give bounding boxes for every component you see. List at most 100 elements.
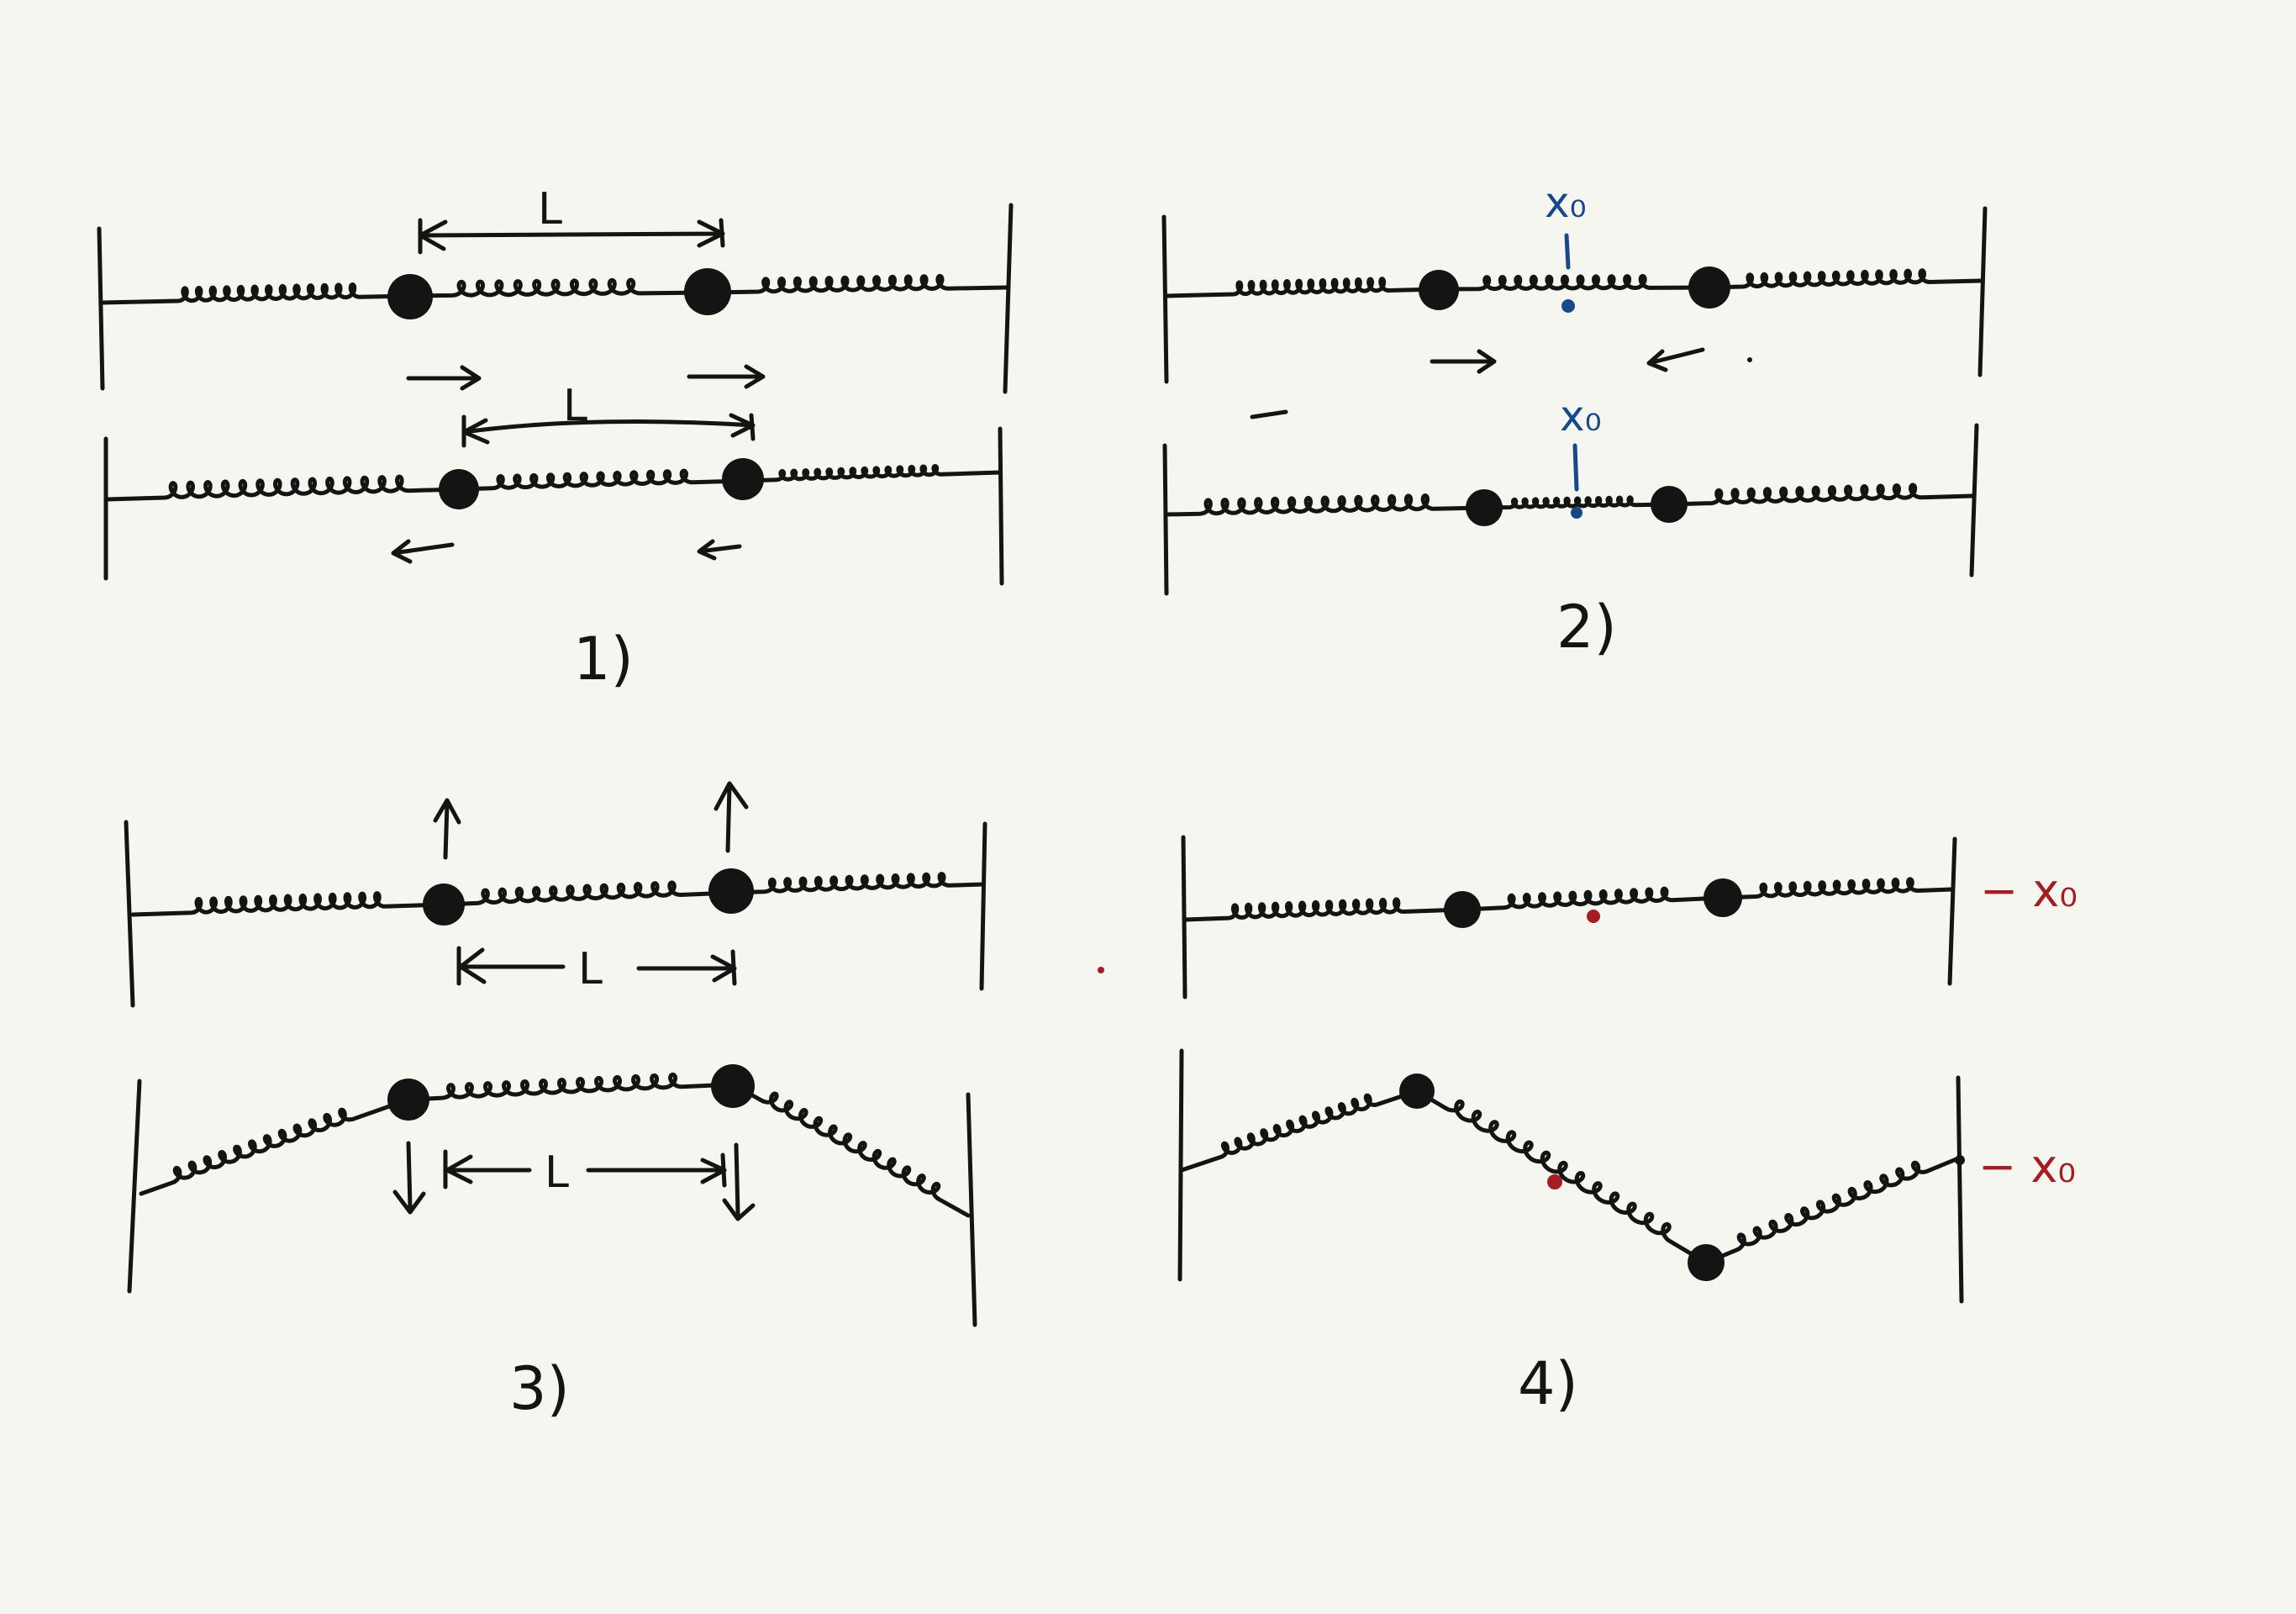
equilibrium-point (1571, 507, 1582, 519)
spring-middle (1482, 495, 1672, 510)
spring-left (1164, 277, 1441, 298)
wall-label: − x₀ (1980, 864, 2077, 917)
panel-3-bottom-row: L (127, 1064, 977, 1327)
mass-1 (1444, 891, 1481, 928)
mass-1 (387, 1079, 429, 1121)
right-wall (979, 821, 987, 991)
length-label: L (538, 184, 562, 235)
panel-1-top-row: L (97, 184, 1014, 394)
wall-attachment (1955, 1155, 1965, 1165)
spring-right (1704, 1156, 1961, 1265)
spring-middle (441, 880, 734, 907)
dimension-arrow-L (418, 218, 725, 255)
equilibrium-point (1561, 299, 1575, 313)
mass-2 (711, 1064, 755, 1108)
mass-2 (1704, 878, 1742, 917)
mass-2 (708, 868, 754, 914)
right-wall (966, 1092, 977, 1327)
equilibrium-marker (1564, 233, 1571, 270)
panel-3-top-row: L (124, 781, 987, 1008)
mass-2 (1651, 486, 1688, 523)
spring-middle (456, 468, 745, 492)
arrow-down-icon (392, 1141, 426, 1215)
spring-right (740, 464, 1003, 483)
panel-4-top-row: − x₀ (1098, 835, 2077, 1000)
panel-number: 4) (1518, 1349, 1578, 1418)
mass-2 (1688, 1244, 1725, 1281)
point-label: x₀ (1545, 178, 1587, 227)
spring-left (1164, 493, 1487, 517)
spring-left (1179, 1089, 1419, 1173)
spring-middle (408, 277, 710, 298)
wall-label: − x₀ (1978, 1140, 2076, 1193)
stray-dot (1747, 357, 1752, 362)
right-wall (1977, 206, 1988, 377)
length-label: L (578, 944, 603, 994)
arrow-right-icon (406, 365, 482, 391)
spring-middle (1460, 886, 1725, 912)
spring-middle (406, 1072, 735, 1102)
spring-left (130, 891, 446, 917)
marked-point (1587, 910, 1600, 923)
mass-1 (1419, 270, 1459, 310)
left-wall (127, 1079, 142, 1294)
left-wall (1181, 835, 1187, 1000)
arrow-left-icon (697, 539, 742, 561)
left-wall (124, 820, 135, 1008)
left-wall (1161, 214, 1169, 384)
mass-1 (439, 469, 479, 509)
mass-1 (423, 883, 465, 926)
right-wall (1003, 203, 1014, 394)
mass-1 (387, 274, 433, 319)
length-label: L (545, 1147, 569, 1198)
left-wall (1162, 443, 1169, 596)
right-wall (1969, 423, 1979, 578)
dimension-arrow-L (443, 1149, 727, 1189)
spring-right (729, 872, 986, 895)
spring-right (730, 1082, 971, 1218)
left-wall (1177, 1048, 1184, 1282)
marked-point (1547, 1174, 1562, 1189)
right-wall (998, 426, 1004, 586)
panel-2-top-row: x₀ (1161, 178, 1988, 419)
panel-1-bottom-row: L (103, 381, 1004, 586)
panel-4-bottom-row: − x₀ (1177, 1048, 2076, 1304)
dimension-arrow-L (456, 946, 737, 986)
point-label: x₀ (1560, 392, 1602, 440)
panel-1: L L 1) (97, 184, 1014, 694)
mass-1 (1466, 489, 1503, 526)
panel-number: 3) (509, 1354, 570, 1423)
spring-left (139, 1097, 411, 1196)
mass-2 (1688, 266, 1730, 309)
mass-2 (684, 268, 731, 315)
left-wall (97, 226, 105, 391)
panel-2: x₀ x₀ 2) (1161, 178, 1988, 662)
spring-right (705, 273, 1009, 295)
arrow-left-icon (1646, 347, 1705, 372)
spring-middle (1436, 274, 1712, 292)
dimension-arrow-L (461, 413, 756, 448)
panel-2-bottom-row: x₀ (1162, 392, 1979, 596)
stray-dot (1098, 967, 1104, 973)
arrow-down-icon (722, 1142, 756, 1221)
stray-dash (1250, 409, 1288, 419)
arrow-left-icon (391, 539, 455, 564)
arrow-up-icon (433, 798, 461, 860)
spring-left (103, 474, 461, 502)
spring-middle (1414, 1089, 1709, 1265)
panel-3: L L 3) (124, 781, 987, 1423)
mass-2 (722, 458, 764, 500)
right-wall (1956, 1075, 1964, 1304)
spring-left (1182, 897, 1465, 922)
arrow-right-icon (1430, 349, 1497, 374)
spring-right (1707, 268, 1983, 290)
panel-number: 1) (573, 625, 634, 694)
arrow-right-icon (687, 364, 766, 389)
mass-1 (1399, 1073, 1435, 1109)
length-label: L (563, 381, 587, 431)
spring-left (100, 282, 413, 305)
right-wall (1947, 836, 1957, 986)
arrow-up-icon (714, 781, 749, 853)
spring-right (1720, 877, 1954, 900)
